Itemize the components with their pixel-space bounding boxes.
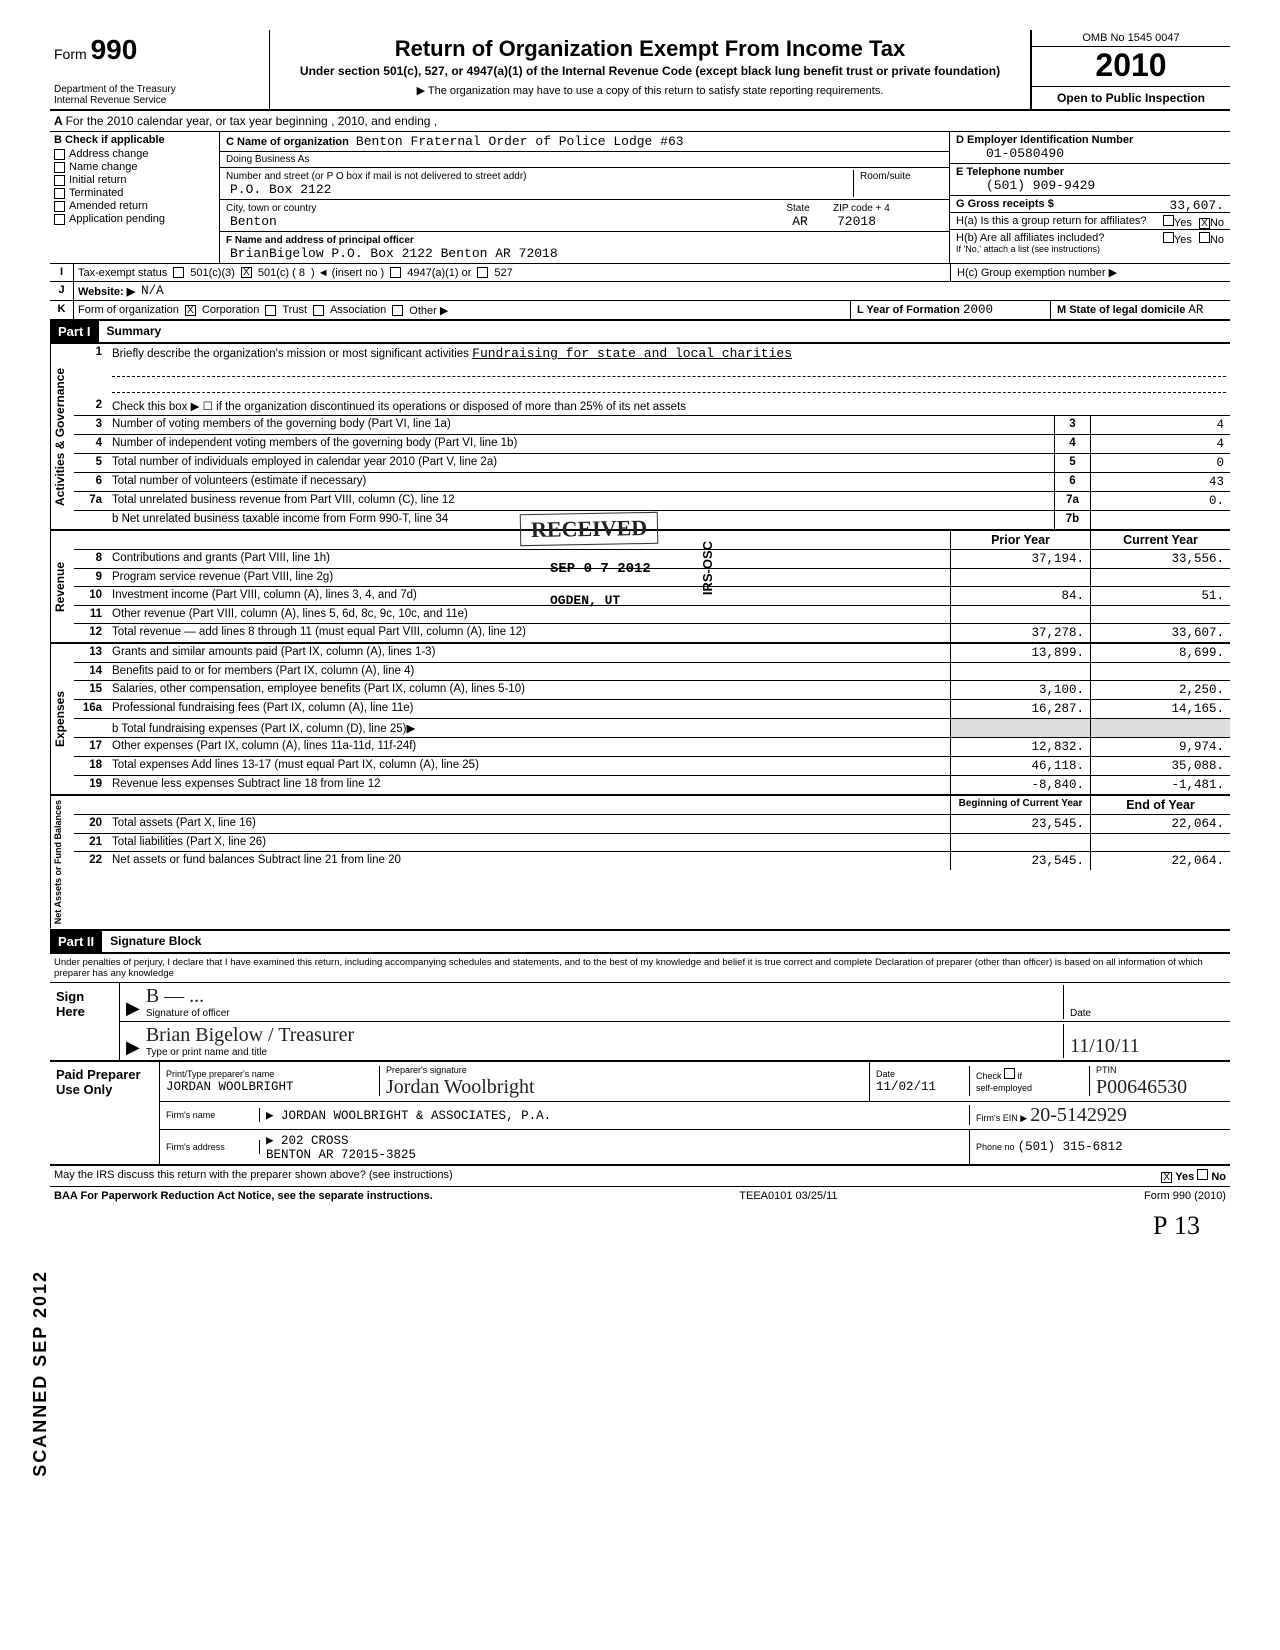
form-label: Form: [54, 46, 87, 62]
header-center: Return of Organization Exempt From Incom…: [270, 30, 1030, 109]
section-revenue: Revenue Prior YearCurrent Year 8Contribu…: [50, 531, 1230, 644]
org-name: Benton Fraternal Order of Police Lodge #…: [356, 134, 684, 149]
paid-preparer-block: Paid Preparer Use Only Print/Type prepar…: [50, 1062, 1230, 1166]
chk-trust[interactable]: [265, 305, 276, 316]
chk-application-pending[interactable]: [54, 214, 65, 225]
col-d-h: D Employer Identification Number01-05804…: [950, 132, 1230, 263]
chk-association[interactable]: [313, 305, 324, 316]
officer-signature: B — ...: [146, 985, 204, 1007]
state: AR: [792, 214, 808, 229]
officer-name: Brian Bigelow / Treasurer: [146, 1024, 354, 1046]
chk-corporation[interactable]: [185, 305, 196, 316]
part-ii-header: Part II Signature Block: [50, 931, 1230, 954]
omb-number: OMB No 1545 0047: [1032, 30, 1230, 47]
form-note: ▶ The organization may have to use a cop…: [280, 84, 1020, 97]
section-expenses: Expenses 13Grants and similar amounts pa…: [50, 644, 1230, 796]
row-j: J Website: ▶ N/A: [50, 282, 1230, 301]
row-a: A For the 2010 calendar year, or tax yea…: [50, 111, 1230, 132]
sign-here-block: Sign Here ▶ B — ...Signature of officer …: [50, 983, 1230, 1062]
city: Benton: [230, 214, 277, 229]
part-i-header: Part I Summary: [50, 321, 1230, 344]
scanned-stamp: SCANNED SEP 2012: [30, 1270, 51, 1477]
chk-initial-return[interactable]: [54, 175, 65, 186]
firm-name: ▶ JORDAN WOOLBRIGHT & ASSOCIATES, P.A.: [260, 1105, 970, 1125]
tax-year: 2010: [1032, 47, 1230, 87]
chk-address-change[interactable]: [54, 149, 65, 160]
mission-text: Fundraising for state and local charitie…: [472, 346, 792, 361]
form-number-value: 990: [91, 34, 138, 65]
stamp-date: SEP 0 7 2012: [550, 561, 651, 577]
firm-address: ▶ 202 CROSS: [266, 1134, 349, 1148]
col-b-checks: B Check if applicable Address change Nam…: [50, 132, 220, 263]
header-left: Form 990 Department of the Treasury Inte…: [50, 30, 270, 109]
chk-name-change[interactable]: [54, 162, 65, 173]
form-990-page: Form 990 Department of the Treasury Inte…: [50, 30, 1230, 1241]
preparer-signature: Jordan Woolbright: [386, 1076, 535, 1098]
page-number-handwritten: P 13: [50, 1211, 1230, 1241]
preparer-date: 11/02/11: [876, 1080, 936, 1094]
hb-yes[interactable]: [1163, 232, 1174, 243]
firm-ein: 20-5142929: [1030, 1104, 1127, 1126]
firm-phone: (501) 315-6812: [1018, 1140, 1123, 1154]
chk-terminated[interactable]: [54, 188, 65, 199]
form-subtitle: Under section 501(c), 527, or 4947(a)(1)…: [280, 64, 1020, 78]
stamp-received: RECEIVED: [520, 512, 659, 546]
gross-receipts: 33,607.: [1169, 198, 1224, 213]
hb-no[interactable]: [1199, 232, 1210, 243]
open-public: Open to Public Inspection: [1032, 87, 1230, 109]
discuss-no[interactable]: [1197, 1169, 1208, 1180]
perjury-statement: Under penalties of perjury, I declare th…: [50, 954, 1230, 983]
state-domicile: AR: [1188, 303, 1203, 317]
chk-501c[interactable]: [241, 267, 252, 278]
chk-other[interactable]: [392, 305, 403, 316]
chk-self-employed[interactable]: [1004, 1068, 1015, 1079]
section-net-assets: Net Assets or Fund Balances Beginning of…: [50, 796, 1230, 930]
ein: 01-0580490: [986, 146, 1064, 161]
discuss-yes[interactable]: [1161, 1172, 1172, 1183]
stamp-ogden: OGDEN, UT: [550, 593, 620, 608]
section-governance: Activities & Governance 1 Briefly descri…: [50, 344, 1230, 531]
block-b-to-h: B Check if applicable Address change Nam…: [50, 132, 1230, 264]
chk-527[interactable]: [477, 267, 488, 278]
ptin: P00646530: [1096, 1076, 1187, 1098]
chk-amended-return[interactable]: [54, 201, 65, 212]
discuss-row: May the IRS discuss this return with the…: [50, 1166, 1230, 1187]
ha-yes[interactable]: [1163, 215, 1174, 226]
preparer-name: JORDAN WOOLBRIGHT: [166, 1080, 294, 1094]
chk-501c3[interactable]: [173, 267, 184, 278]
col-c-f: C Name of organization Benton Fraternal …: [220, 132, 950, 263]
phone: (501) 909-9429: [986, 178, 1095, 193]
form-header: Form 990 Department of the Treasury Inte…: [50, 30, 1230, 111]
form-title: Return of Organization Exempt From Incom…: [280, 36, 1020, 62]
zip: 72018: [837, 214, 876, 229]
ha-no[interactable]: [1199, 218, 1210, 229]
chk-4947[interactable]: [390, 267, 401, 278]
dept-treasury: Department of the Treasury Internal Reve…: [54, 84, 261, 106]
header-right: OMB No 1545 0047 2010 Open to Public Ins…: [1030, 30, 1230, 109]
website: N/A: [141, 284, 164, 298]
street-address: P.O. Box 2122: [230, 182, 331, 197]
sign-date: 11/10/11: [1070, 1035, 1140, 1057]
row-k: K Form of organization Corporation Trust…: [50, 301, 1230, 321]
principal-officer: BrianBigelow P.O. Box 2122 Benton AR 720…: [230, 246, 558, 261]
year-formation: 2000: [963, 303, 993, 317]
stamp-irs-osc: IRS-OSC: [700, 541, 715, 595]
footer: BAA For Paperwork Reduction Act Notice, …: [50, 1187, 1230, 1205]
row-i: I Tax-exempt status 501(c)(3) 501(c) ( 8…: [50, 264, 1230, 282]
form-number: Form 990: [54, 34, 261, 66]
